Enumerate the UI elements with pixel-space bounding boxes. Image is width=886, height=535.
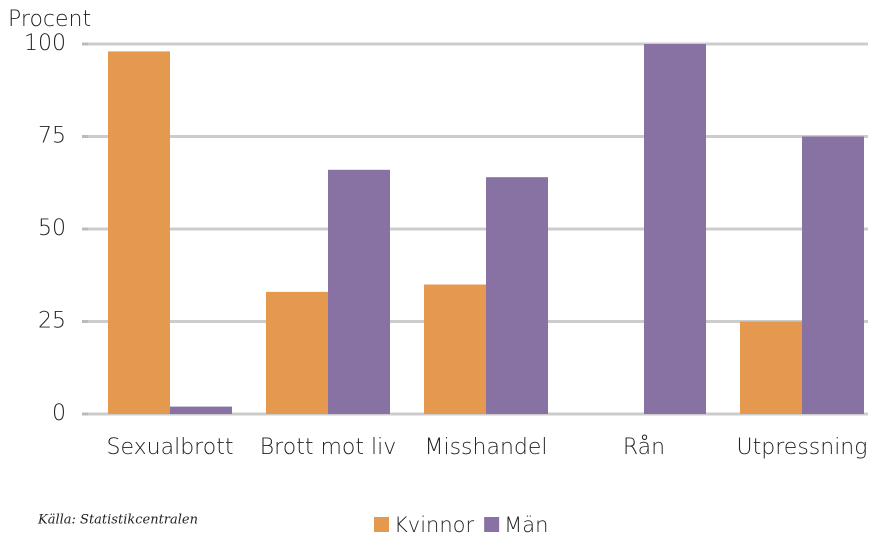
bar [740, 321, 802, 414]
y-tick-label: 75 [38, 124, 66, 149]
x-tick-label: Utpressning [737, 435, 868, 460]
y-tick-label: 100 [24, 31, 66, 56]
bar [170, 406, 232, 414]
bar [644, 44, 706, 414]
bar [424, 284, 486, 414]
legend-label: Kvinnor [394, 513, 475, 535]
x-tick-label: Misshandel [425, 435, 548, 460]
bar [108, 51, 170, 415]
y-tick-label: 0 [52, 401, 66, 426]
x-tick-label: Sexualbrott [107, 435, 234, 460]
bar [328, 169, 390, 414]
y-axis-label: Procent [8, 7, 91, 32]
source: Källa: Statistikcentralen [37, 513, 198, 528]
legend-label: Män [504, 513, 548, 535]
legend-swatch [484, 517, 500, 532]
bar [266, 291, 328, 414]
legend-swatch [374, 517, 389, 532]
x-tick-label: Brott mot liv [260, 435, 396, 460]
y-tick-label: 25 [38, 309, 66, 334]
y-tick-label: 50 [38, 216, 66, 241]
bar [486, 177, 548, 414]
x-tick-label: Rån [623, 435, 665, 460]
bar [802, 136, 864, 414]
